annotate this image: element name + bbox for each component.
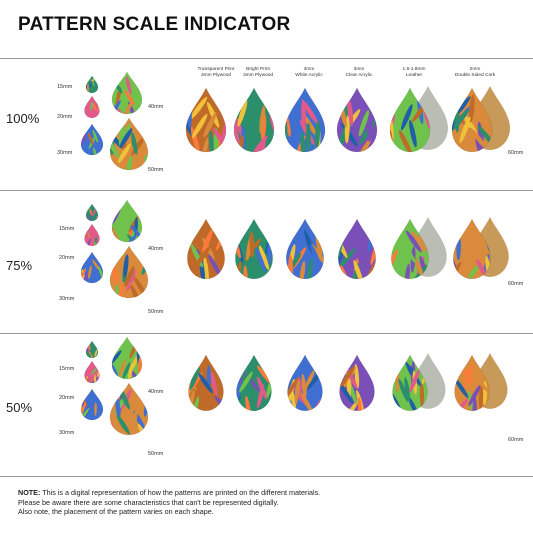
size-ref-20mm <box>84 360 100 384</box>
swatch-cork <box>451 87 493 153</box>
material-label-4: 1.6-1.8mm Leather <box>402 67 426 78</box>
swatch-transparent-plywood <box>185 87 227 153</box>
size-ref-30mm <box>80 123 104 156</box>
material-label-0: Transparent Print 3mm Plywood <box>197 67 235 78</box>
swatch-clear-acrylic <box>336 87 378 153</box>
size-label-30: 30mm <box>59 430 75 436</box>
size-label-30: 30mm <box>57 150 73 156</box>
size-label-60: 60mm <box>508 281 524 287</box>
divider-3 <box>0 476 533 477</box>
swatch-bright-plywood <box>233 87 275 153</box>
note-text: NOTE: This is a digital representation o… <box>18 488 518 517</box>
scale-label-50: 50% <box>6 400 33 415</box>
swatch-white-acrylic <box>287 354 323 412</box>
divider-2 <box>0 333 533 334</box>
material-label-1: Bright Print 3mm Plywood <box>242 67 274 78</box>
material-label-3: 3mm Clear Acrylic <box>345 67 373 78</box>
size-label-15: 15mm <box>57 84 73 90</box>
size-label-60: 60mm <box>508 437 524 443</box>
material-label-5: 2mm Double Sided Cork <box>454 67 496 78</box>
size-ref-30mm <box>80 251 104 284</box>
size-label-20: 20mm <box>59 395 75 401</box>
size-ref-15mm <box>85 340 99 359</box>
scale-label-75: 75% <box>6 258 33 273</box>
size-ref-40mm <box>111 71 143 115</box>
size-ref-30mm <box>80 388 104 421</box>
size-label-60: 60mm <box>508 150 524 156</box>
size-ref-50mm <box>109 117 149 171</box>
size-ref-50mm <box>109 382 149 436</box>
size-label-50: 50mm <box>148 167 164 173</box>
page-title: PATTERN SCALE INDICATOR <box>18 14 291 35</box>
size-label-15: 15mm <box>59 226 75 232</box>
size-ref-15mm <box>85 75 99 94</box>
size-ref-40mm <box>111 199 143 243</box>
size-label-15: 15mm <box>59 366 75 372</box>
note-line-2: Please be aware there are some character… <box>18 497 279 507</box>
size-ref-20mm <box>84 223 100 247</box>
size-ref-15mm <box>85 203 99 222</box>
swatch-white-acrylic <box>284 87 326 153</box>
material-header: Transparent Print 3mm Plywood Bright Prin… <box>0 67 533 87</box>
size-label-40: 40mm <box>148 246 164 252</box>
note-bold: NOTE: <box>18 488 41 497</box>
size-label-50: 50mm <box>148 309 164 315</box>
swatch-transparent-plywood <box>187 218 225 280</box>
size-ref-50mm <box>109 245 149 299</box>
size-label-20: 20mm <box>57 114 73 120</box>
note-line-1: This is a digital representation of how … <box>40 488 321 497</box>
swatch-bright-plywood <box>235 218 273 280</box>
note-line-3: Also note, the placement of the pattern … <box>18 507 214 517</box>
size-label-50: 50mm <box>148 451 164 457</box>
size-label-40: 40mm <box>148 104 164 110</box>
size-label-20: 20mm <box>59 255 75 261</box>
size-label-40: 40mm <box>148 389 164 395</box>
scale-label-100: 100% <box>6 111 40 126</box>
divider-1 <box>0 190 533 191</box>
swatch-white-acrylic <box>286 218 324 280</box>
swatch-bright-plywood <box>236 354 272 412</box>
material-label-2: 3mm White Acrylic <box>295 67 323 78</box>
divider-top <box>0 58 533 59</box>
size-ref-20mm <box>84 95 100 119</box>
size-label-30: 30mm <box>59 296 75 302</box>
swatch-clear-acrylic <box>338 218 376 280</box>
swatch-transparent-plywood <box>188 354 224 412</box>
swatch-clear-acrylic <box>339 354 375 412</box>
size-ref-40mm <box>111 336 143 380</box>
